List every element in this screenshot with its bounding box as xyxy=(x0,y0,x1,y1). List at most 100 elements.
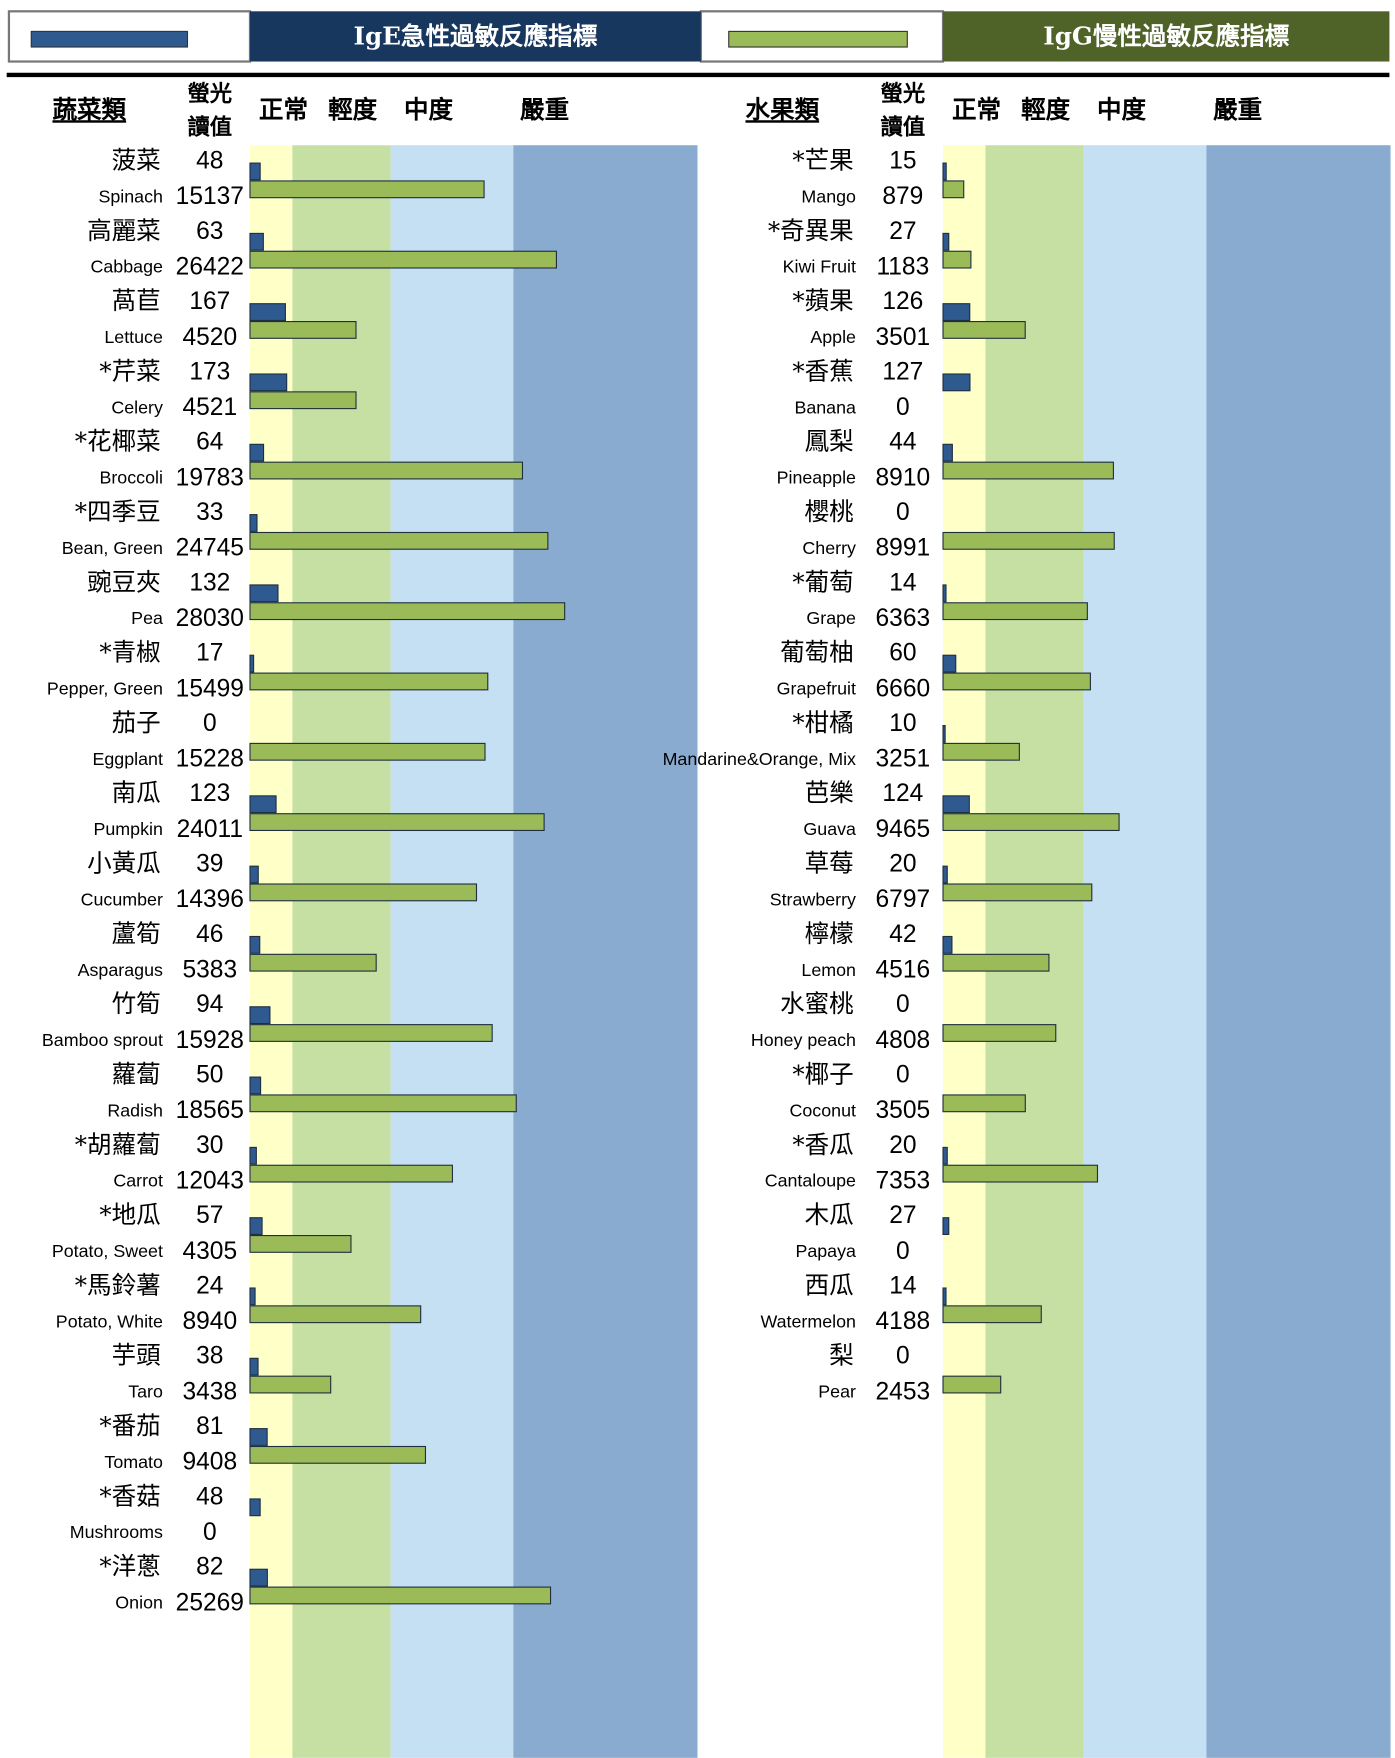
category-label: 檸檬 xyxy=(805,919,854,948)
category-label: 鳳梨 xyxy=(805,427,854,456)
bar xyxy=(942,250,972,269)
zone-band xyxy=(1206,145,1391,1758)
category-label: *青椒 xyxy=(99,638,160,667)
bar xyxy=(942,602,1088,621)
category-label-en: Potato, White xyxy=(56,1311,163,1331)
category-label-en: Asparagus xyxy=(78,960,163,980)
category-label-en: Mango xyxy=(801,186,856,206)
value-label: 14 xyxy=(889,1272,916,1299)
bar xyxy=(249,531,549,550)
category-label-en: Cherry xyxy=(802,538,856,558)
bar xyxy=(249,1094,517,1113)
category-label: *芹菜 xyxy=(99,356,160,385)
category-label: 高麗菜 xyxy=(87,216,161,245)
legend-header xyxy=(943,11,1390,62)
category-label-en: Kiwi Fruit xyxy=(783,257,856,277)
bar xyxy=(249,742,486,761)
value-label: 24 xyxy=(196,1272,223,1299)
category-label-en: Carrot xyxy=(113,1171,163,1191)
value-label: 24011 xyxy=(177,816,243,843)
value-label: 9465 xyxy=(876,816,931,843)
value-label: 1183 xyxy=(876,253,929,280)
category-label-en: Lettuce xyxy=(104,327,163,347)
bar xyxy=(249,1498,261,1517)
bar xyxy=(249,1357,259,1376)
legend-label: IgE急性過敏反應指標 xyxy=(354,22,598,51)
category-label-en: Guava xyxy=(803,819,856,839)
value-label: 6797 xyxy=(876,886,931,913)
bar xyxy=(249,514,258,532)
bar xyxy=(942,742,1020,761)
bar xyxy=(249,1024,493,1042)
value-label: 57 xyxy=(196,1202,223,1229)
category-label-en: Strawberry xyxy=(770,889,856,909)
value-label: 132 xyxy=(189,569,230,596)
value-label: 8991 xyxy=(876,535,931,562)
value-label: 14 xyxy=(889,569,916,596)
category-label-en: Grapefruit xyxy=(777,679,856,699)
category-label-en: Mushrooms xyxy=(70,1522,163,1542)
bar xyxy=(942,883,1093,902)
value-label: 879 xyxy=(882,183,923,210)
zone-label: 嚴重 xyxy=(1213,95,1262,124)
value-title: 讀值 xyxy=(187,113,232,140)
bar xyxy=(942,373,971,392)
bar xyxy=(249,1445,427,1464)
category-label: *地瓜 xyxy=(99,1200,160,1229)
value-label: 173 xyxy=(189,358,230,385)
category-label: *馬鈴薯 xyxy=(75,1270,161,1299)
bar xyxy=(249,1076,262,1095)
category-label: 茄子 xyxy=(112,708,161,737)
value-label: 20 xyxy=(889,1132,916,1159)
category-label: 豌豆夾 xyxy=(87,567,161,596)
bar xyxy=(249,795,277,814)
category-label: *洋蔥 xyxy=(99,1552,160,1581)
value-label: 0 xyxy=(896,1238,910,1265)
category-label: 木瓜 xyxy=(805,1200,854,1229)
bar xyxy=(249,461,524,480)
category-label-en: Eggplant xyxy=(92,749,162,769)
legend-swatch xyxy=(30,30,189,48)
bar xyxy=(249,1217,263,1236)
value-label: 4808 xyxy=(876,1027,931,1054)
value-label: 33 xyxy=(196,499,223,526)
category-label-en: Lemon xyxy=(801,960,856,980)
value-label: 0 xyxy=(896,991,910,1018)
value-label: 7353 xyxy=(876,1167,931,1194)
category-label: 芋頭 xyxy=(112,1341,161,1370)
bar xyxy=(942,1094,1026,1113)
bar xyxy=(942,1217,950,1236)
bar xyxy=(249,813,545,832)
category-label: *番茄 xyxy=(99,1411,160,1440)
category-label: 梨 xyxy=(829,1341,854,1370)
bar xyxy=(942,531,1115,550)
value-label: 0 xyxy=(896,394,910,421)
bar xyxy=(249,654,255,673)
value-label: 26422 xyxy=(176,253,244,280)
bar xyxy=(942,1024,1057,1042)
value-label: 12043 xyxy=(176,1167,244,1194)
bar xyxy=(942,724,946,743)
zone-label: 嚴重 xyxy=(520,95,569,124)
bar xyxy=(249,1305,422,1324)
bar xyxy=(249,250,557,269)
zone-band xyxy=(513,145,698,1758)
value-label: 38 xyxy=(196,1343,223,1370)
value-label: 25269 xyxy=(176,1589,244,1616)
value-label: 15499 xyxy=(176,675,244,702)
value-label: 124 xyxy=(882,780,923,807)
legend-header xyxy=(249,11,701,62)
category-label: *香瓜 xyxy=(792,1130,853,1159)
category-title: 水果類 xyxy=(745,95,819,124)
category-label: 小黃瓜 xyxy=(87,849,161,878)
bar xyxy=(942,953,1050,972)
bar xyxy=(942,443,953,462)
value-label: 48 xyxy=(196,147,223,174)
value-label: 6660 xyxy=(876,675,931,702)
category-label: *柑橘 xyxy=(792,708,853,737)
value-label: 0 xyxy=(896,499,910,526)
zone-label: 中度 xyxy=(404,95,454,124)
category-label-en: Bamboo sprout xyxy=(42,1030,163,1050)
category-label-en: Broccoli xyxy=(99,468,162,488)
